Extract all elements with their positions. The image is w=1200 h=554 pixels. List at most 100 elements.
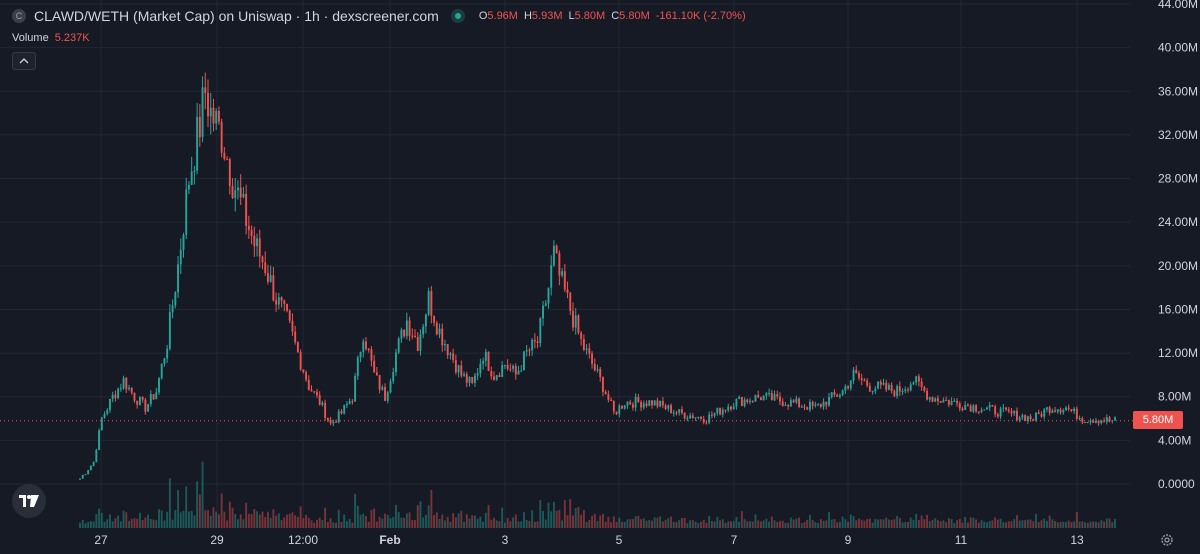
- candle-body: [247, 225, 250, 230]
- volume-bar: [351, 522, 354, 528]
- volume-bar: [403, 517, 406, 528]
- candle-body: [751, 400, 754, 402]
- candle-body: [800, 406, 803, 408]
- volume-bar: [721, 519, 724, 528]
- volume-bar: [694, 521, 697, 528]
- candle-body: [136, 400, 139, 405]
- price-axis: 0.0000 4.00M 8.00M 12.00M 16.00M 20.00M 24.00M…: [1158, 0, 1198, 491]
- volume-bar: [792, 519, 795, 528]
- candle-body: [449, 353, 452, 356]
- candle-body: [852, 369, 855, 381]
- candle-body: [158, 378, 160, 393]
- price-tick-label: 16.00M: [1158, 302, 1198, 316]
- candle-body: [1051, 410, 1054, 413]
- volume-bar: [868, 518, 871, 528]
- volume-bar: [566, 515, 569, 528]
- volume-bar: [1092, 521, 1095, 528]
- volume-bar: [838, 521, 841, 528]
- candle-body: [874, 388, 877, 392]
- candle-body: [814, 404, 817, 406]
- low-label: L: [568, 10, 575, 22]
- candle-body: [119, 388, 122, 390]
- time-tick-label: Feb: [379, 533, 400, 547]
- volume-bar: [326, 521, 329, 528]
- candle-body: [847, 386, 850, 389]
- candle-body: [163, 358, 166, 364]
- candle-body: [318, 395, 321, 405]
- candle-body: [1024, 415, 1027, 422]
- candle-body: [566, 289, 569, 293]
- current-price-badge: 5.80M: [1133, 411, 1183, 429]
- volume-bar: [661, 521, 664, 528]
- volume-bar: [1114, 518, 1116, 528]
- volume-bar: [942, 520, 945, 528]
- volume-bar: [675, 522, 678, 528]
- volume-bar: [1005, 522, 1008, 528]
- candle-body: [223, 152, 226, 159]
- candle-body: [612, 400, 615, 412]
- candle-body: [506, 365, 509, 369]
- volume-bar: [316, 519, 318, 528]
- candle-body: [623, 405, 626, 409]
- candle-body: [858, 373, 860, 379]
- candle-body: [585, 348, 588, 350]
- candle-body: [231, 185, 234, 198]
- candle-body: [533, 339, 536, 342]
- candle-body: [471, 377, 474, 383]
- candle-body: [185, 189, 188, 235]
- candle-body: [87, 470, 90, 475]
- candle-body: [920, 381, 923, 388]
- candle-body: [457, 365, 460, 373]
- candle-body: [552, 245, 555, 266]
- volume-bar: [585, 522, 588, 528]
- candle-body: [400, 329, 403, 339]
- volume-bar: [174, 510, 177, 528]
- candle-body: [926, 390, 929, 400]
- volume-bar: [612, 516, 615, 528]
- volume-bar: [577, 506, 580, 528]
- volume-bar: [789, 517, 792, 528]
- candle-body: [656, 400, 659, 407]
- candle-body: [670, 405, 672, 414]
- candle-body: [994, 406, 997, 415]
- candle-body: [694, 417, 697, 419]
- candle-body: [1062, 410, 1065, 413]
- volume-bar: [106, 519, 109, 528]
- volume-bar: [484, 512, 487, 528]
- candle-body: [438, 328, 441, 335]
- volume-bar: [89, 521, 92, 528]
- volume-bar: [740, 511, 743, 528]
- volume-bar: [133, 518, 136, 528]
- volume-bar: [901, 522, 904, 528]
- volume-bar: [926, 514, 929, 528]
- volume-bar: [324, 507, 327, 528]
- time-tick-label: 9: [845, 533, 852, 547]
- volume-bar: [991, 520, 994, 528]
- tradingview-logo-icon[interactable]: [12, 484, 46, 518]
- volume-bar: [345, 521, 348, 528]
- volume-bar: [171, 519, 174, 528]
- candle-body: [490, 371, 493, 377]
- volume-bar: [934, 518, 937, 528]
- candle-body: [286, 303, 288, 311]
- volume-bar: [907, 521, 909, 528]
- volume-bar: [313, 522, 316, 528]
- collapse-legend-button[interactable]: [12, 52, 36, 70]
- candle-body: [403, 329, 406, 337]
- candle-body: [708, 414, 711, 423]
- candle-body: [479, 363, 482, 374]
- candle-body: [465, 374, 468, 383]
- symbol-icon[interactable]: C: [12, 9, 26, 23]
- volume-bar: [653, 517, 656, 528]
- candle-body: [986, 407, 988, 410]
- gear-icon[interactable]: [1159, 532, 1175, 548]
- candle-body: [542, 305, 544, 319]
- volume-bar: [563, 500, 566, 528]
- candle-body: [250, 229, 253, 236]
- volume-bar: [435, 512, 438, 528]
- volume-bar: [697, 523, 700, 528]
- volume-bar: [806, 519, 809, 528]
- volume-bar: [552, 501, 555, 528]
